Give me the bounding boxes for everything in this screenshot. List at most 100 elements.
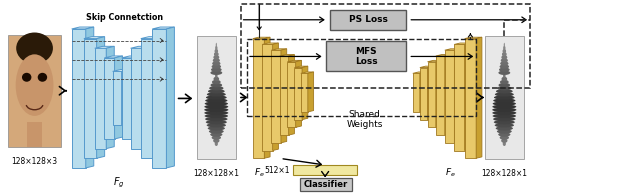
Ellipse shape — [215, 142, 218, 146]
Polygon shape — [132, 56, 140, 139]
Ellipse shape — [216, 43, 217, 47]
Bar — [294, 68, 302, 120]
Bar — [8, 35, 61, 147]
Ellipse shape — [497, 129, 512, 134]
Bar — [247, 39, 476, 116]
Ellipse shape — [501, 55, 508, 59]
Text: $F_e$: $F_e$ — [445, 167, 456, 179]
Ellipse shape — [205, 114, 228, 118]
Polygon shape — [104, 56, 123, 58]
Polygon shape — [281, 49, 287, 143]
Ellipse shape — [204, 108, 228, 112]
Bar — [420, 68, 428, 120]
Ellipse shape — [500, 58, 508, 63]
Text: Shared
Weights: Shared Weights — [347, 110, 383, 129]
Ellipse shape — [215, 74, 218, 78]
Text: PS Loss: PS Loss — [349, 15, 387, 24]
Bar — [27, 122, 42, 147]
Polygon shape — [152, 27, 174, 29]
Polygon shape — [465, 37, 482, 39]
Ellipse shape — [38, 73, 47, 82]
Ellipse shape — [504, 43, 505, 47]
Ellipse shape — [502, 49, 506, 53]
Ellipse shape — [210, 132, 223, 137]
Ellipse shape — [498, 132, 511, 137]
Ellipse shape — [212, 61, 220, 66]
Bar — [465, 39, 476, 158]
Polygon shape — [289, 55, 294, 135]
Polygon shape — [97, 37, 105, 158]
Polygon shape — [420, 66, 433, 68]
Ellipse shape — [213, 55, 220, 59]
Polygon shape — [84, 37, 105, 39]
Ellipse shape — [205, 98, 227, 103]
Ellipse shape — [499, 71, 510, 75]
Text: 128×128×3: 128×128×3 — [12, 157, 58, 166]
Ellipse shape — [493, 98, 515, 103]
Polygon shape — [436, 55, 451, 56]
Polygon shape — [115, 56, 123, 139]
Polygon shape — [122, 56, 140, 58]
Bar — [84, 39, 97, 158]
Ellipse shape — [212, 64, 221, 69]
Ellipse shape — [211, 83, 222, 87]
Ellipse shape — [494, 120, 515, 124]
Polygon shape — [280, 55, 294, 56]
Bar — [253, 39, 264, 158]
Bar — [95, 48, 106, 149]
Ellipse shape — [492, 105, 516, 109]
Polygon shape — [95, 46, 114, 48]
Ellipse shape — [496, 89, 513, 93]
Polygon shape — [445, 49, 460, 50]
Ellipse shape — [496, 126, 513, 130]
Polygon shape — [302, 66, 308, 120]
Ellipse shape — [211, 68, 221, 72]
Bar — [413, 73, 420, 112]
Polygon shape — [273, 43, 278, 151]
Ellipse shape — [204, 105, 228, 109]
Bar — [131, 48, 142, 149]
Polygon shape — [72, 27, 94, 29]
Ellipse shape — [492, 108, 516, 112]
Bar — [152, 29, 166, 168]
Ellipse shape — [497, 86, 511, 90]
Ellipse shape — [493, 117, 516, 121]
Polygon shape — [445, 55, 451, 135]
Bar — [454, 44, 465, 151]
Bar — [293, 165, 357, 175]
Bar — [300, 178, 352, 191]
Polygon shape — [287, 60, 301, 62]
Ellipse shape — [211, 71, 222, 75]
Ellipse shape — [207, 123, 226, 127]
Bar — [301, 73, 308, 112]
Ellipse shape — [209, 86, 223, 90]
Ellipse shape — [492, 111, 516, 115]
Ellipse shape — [215, 46, 218, 50]
Text: Classifier: Classifier — [303, 180, 348, 189]
Ellipse shape — [208, 126, 225, 130]
Polygon shape — [308, 72, 314, 112]
Ellipse shape — [212, 58, 220, 63]
Ellipse shape — [493, 102, 516, 106]
Text: 128×128×1: 128×128×1 — [481, 169, 527, 178]
Ellipse shape — [22, 73, 31, 82]
Polygon shape — [154, 37, 161, 158]
Ellipse shape — [214, 49, 218, 53]
Polygon shape — [428, 60, 442, 62]
Polygon shape — [436, 60, 442, 127]
Text: MFS
Loss: MFS Loss — [355, 47, 378, 66]
Ellipse shape — [208, 89, 225, 93]
Polygon shape — [420, 72, 426, 112]
Text: 128×128×1: 128×128×1 — [193, 169, 239, 178]
Polygon shape — [253, 37, 270, 39]
Bar — [241, 4, 530, 88]
Ellipse shape — [493, 114, 516, 118]
Bar — [271, 50, 281, 143]
Ellipse shape — [214, 77, 219, 81]
Ellipse shape — [500, 61, 508, 66]
Bar — [122, 58, 132, 139]
Bar — [428, 62, 436, 127]
Polygon shape — [113, 69, 130, 71]
Polygon shape — [264, 37, 270, 158]
Bar — [262, 44, 273, 151]
